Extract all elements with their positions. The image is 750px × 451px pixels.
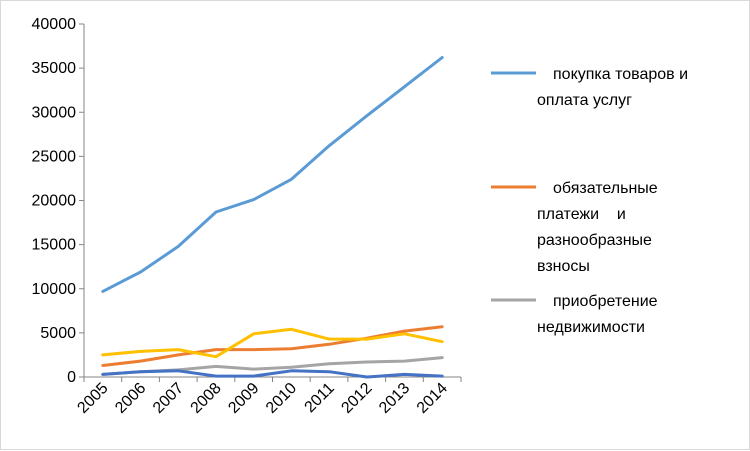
legend-label-2: приобретение [553, 293, 658, 310]
legend-label-1: взносы [537, 258, 590, 275]
legend-label-1: разнообразные [537, 232, 652, 249]
x-tick-label: 2007 [150, 380, 187, 417]
x-tick-label: 2006 [112, 380, 149, 417]
y-tick-label: 25000 [32, 148, 77, 165]
series-line-3 [101, 327, 444, 359]
y-tick-label: 20000 [32, 193, 77, 210]
x-tick-label: 2005 [74, 380, 111, 417]
legend-label-2: недвижимости [537, 319, 645, 336]
series-line-0 [101, 56, 444, 293]
y-tick-label: 15000 [32, 237, 77, 254]
y-tick-label: 10000 [32, 281, 77, 298]
y-tick-label: 35000 [32, 60, 77, 77]
x-tick-label: 2013 [376, 380, 413, 417]
x-tick-label: 2014 [414, 380, 451, 417]
legend-label-1: обязательные [553, 180, 658, 197]
series-line-4 [101, 369, 444, 379]
legend-label-0: оплата услуг [537, 92, 632, 109]
x-tick-label: 2008 [188, 380, 225, 417]
series-line-1 [101, 325, 444, 367]
legend-label-0: покупка товаров и [553, 66, 688, 83]
x-tick-label: 2010 [263, 380, 300, 417]
x-tick-label: 2012 [338, 380, 375, 417]
y-tick-label: 5000 [40, 325, 76, 342]
x-tick-label: 2009 [225, 380, 262, 417]
y-tick-label: 0 [67, 369, 76, 386]
x-tick-label: 2011 [302, 380, 338, 416]
y-tick-label: 30000 [32, 104, 77, 121]
y-tick-label: 40000 [32, 16, 77, 33]
legend-label-1: платежи и [537, 206, 626, 223]
